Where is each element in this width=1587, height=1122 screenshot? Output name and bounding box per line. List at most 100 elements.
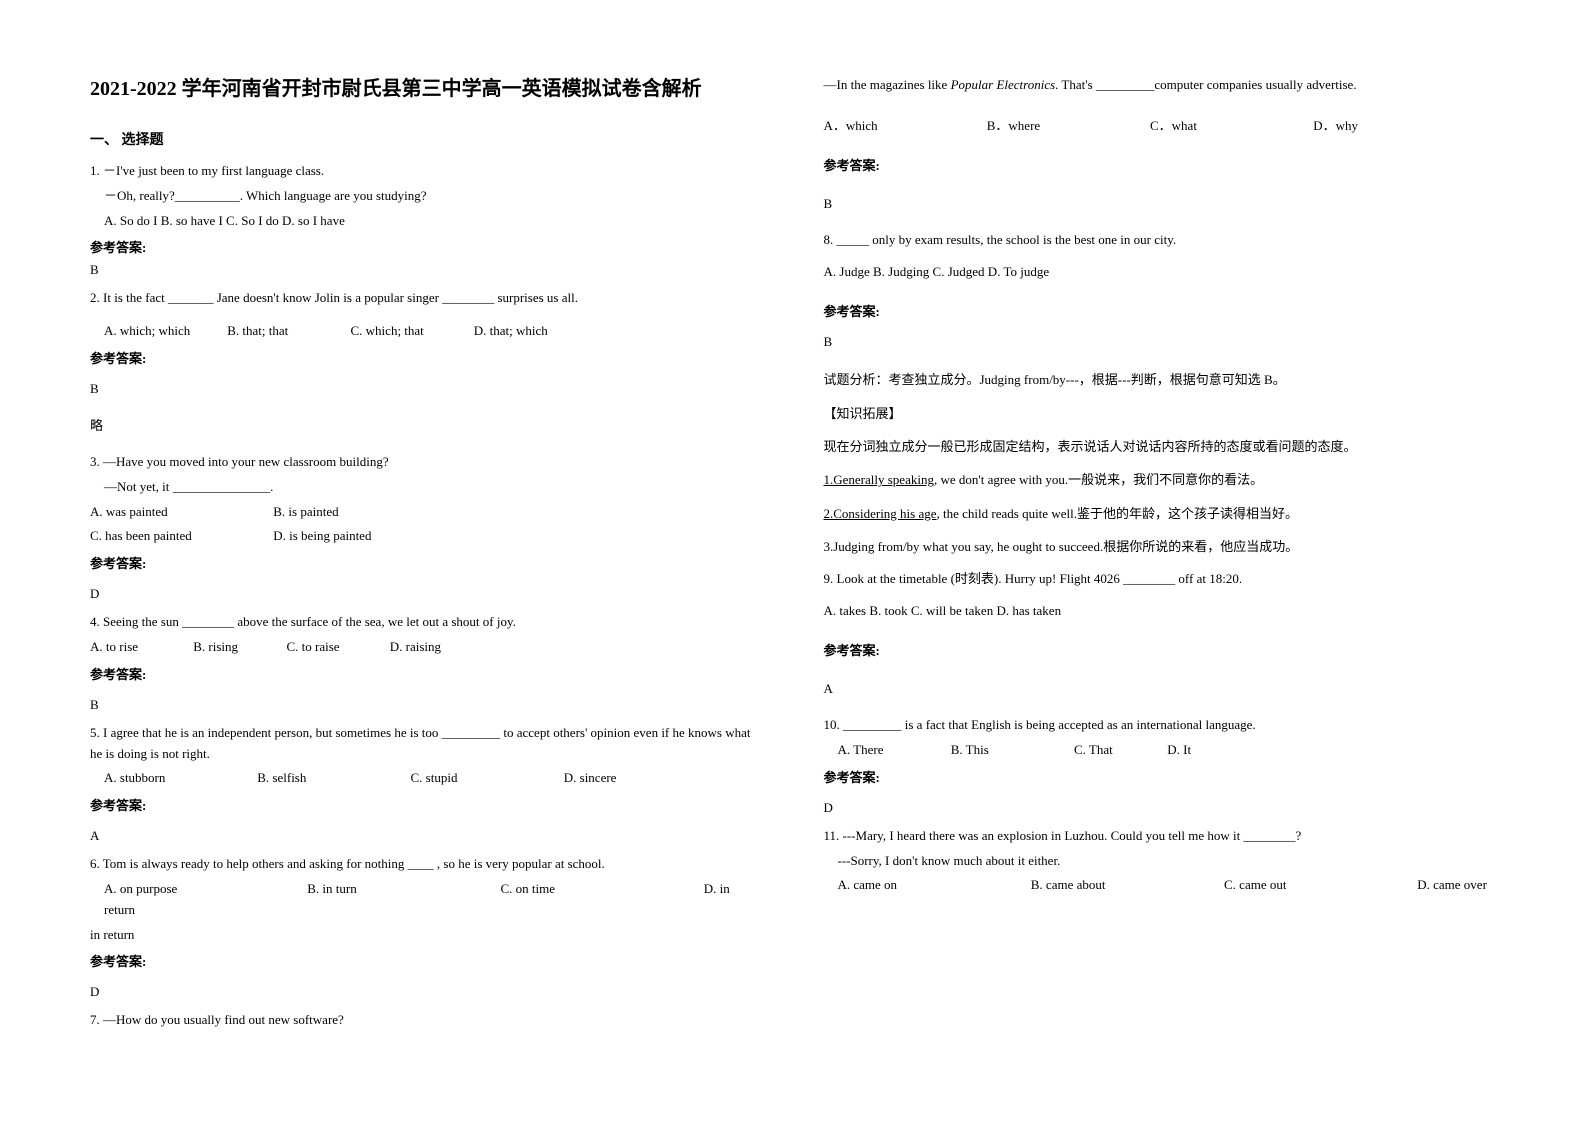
section-1-header: 一、 选择题	[90, 129, 764, 149]
right-column: —In the magazines like Popular Electroni…	[824, 75, 1498, 1047]
q2-options: A. which; which B. that; that C. which; …	[90, 321, 764, 342]
q2-note: 略	[90, 415, 764, 434]
question-11: 11. ---Mary, I heard there was an explos…	[824, 826, 1498, 900]
q7-answer-label: 参考答案:	[824, 155, 1498, 174]
q4-answer: B	[90, 697, 764, 713]
question-10: 10. _________ is a fact that English is …	[824, 715, 1498, 826]
q7-opt-a: A．which	[824, 116, 984, 137]
q4-opt-c: C. to raise	[287, 637, 387, 658]
q11-opt-a: A. came on	[838, 875, 1028, 896]
q7-opt-d: D．why	[1313, 118, 1358, 133]
q7-line2: —In the magazines like Popular Electroni…	[824, 75, 1498, 96]
q6-answer-label: 参考答案:	[90, 951, 764, 970]
q3-opt-a: A. was painted	[90, 502, 270, 523]
question-7-cont: —In the magazines like Popular Electroni…	[824, 75, 1498, 222]
q5-answer-label: 参考答案:	[90, 795, 764, 814]
q5-opt-d: D. sincere	[564, 770, 617, 785]
q11-options: A. came on B. came about C. came out D. …	[824, 875, 1498, 896]
q3-line1: 3. —Have you moved into your new classro…	[90, 452, 764, 473]
q5-answer: A	[90, 828, 764, 844]
q8-example-2: 2.Considering his age, the child reads q…	[824, 502, 1498, 525]
q1-options: A. So do I B. so have I C. So I do D. so…	[90, 211, 764, 232]
q11-line2: ---Sorry, I don't know much about it eit…	[824, 851, 1498, 872]
q8-answer-label: 参考答案:	[824, 301, 1498, 320]
q10-opt-d: D. It	[1167, 742, 1191, 757]
q10-opt-a: A. There	[838, 740, 948, 761]
q4-opt-a: A. to rise	[90, 637, 190, 658]
q3-opt-c: C. has been painted	[90, 526, 270, 547]
q8-ext-title: 【知识拓展】	[824, 402, 1498, 425]
q7-options: A．which B．where C．what D．why	[824, 116, 1498, 137]
q2-line1: 2. It is the fact _______ Jane doesn't k…	[90, 288, 764, 309]
q11-opt-b: B. came about	[1031, 875, 1221, 896]
q3-options-row1: A. was painted B. is painted	[90, 502, 764, 523]
q9-answer-label: 参考答案:	[824, 640, 1498, 659]
q7-line2-italic: Popular Electronics	[951, 77, 1056, 92]
q5-opt-b: B. selfish	[257, 768, 407, 789]
q7-opt-c: C．what	[1150, 116, 1310, 137]
q8-example-3: 3.Judging from/by what you say, he ought…	[824, 535, 1498, 558]
q2-answer-label: 参考答案:	[90, 348, 764, 367]
question-3: 3. —Have you moved into your new classro…	[90, 452, 764, 612]
q8-example-1: 1.Generally speaking, we don't agree wit…	[824, 468, 1498, 491]
q9-options: A. takes B. took C. will be taken D. has…	[824, 601, 1498, 622]
q6-in-return: in return	[90, 925, 764, 946]
q8-ex1-rest: , we don't agree with you.一般说来，我们不同意你的看法…	[934, 472, 1263, 487]
question-5: 5. I agree that he is an independent per…	[90, 723, 764, 854]
q6-options: A. on purpose B. in turn C. on time D. i…	[90, 879, 764, 921]
q11-line1: 11. ---Mary, I heard there was an explos…	[824, 826, 1498, 847]
q8-analysis: 试题分析：考查独立成分。Judging from/by---，根据---判断，根…	[824, 368, 1498, 391]
q6-answer: D	[90, 984, 764, 1000]
exam-title: 2021-2022 学年河南省开封市尉氏县第三中学高一英语模拟试卷含解析	[90, 75, 764, 103]
q6-opt-b: B. in turn	[307, 879, 497, 900]
question-6: 6. Tom is always ready to help others an…	[90, 854, 764, 1010]
q4-opt-b: B. rising	[193, 637, 283, 658]
q4-opt-d: D. raising	[390, 639, 441, 654]
q2-opt-b: B. that; that	[227, 321, 347, 342]
q5-line1: 5. I agree that he is an independent per…	[90, 723, 764, 765]
q1-answer-label: 参考答案:	[90, 237, 764, 256]
q1-line1: 1. －I've just been to my first language …	[90, 161, 764, 182]
question-1: 1. －I've just been to my first language …	[90, 161, 764, 288]
q1-answer: B	[90, 262, 764, 278]
q8-ext-intro: 现在分词独立成分一般已形成固定结构，表示说话人对说话内容所持的态度或看问题的态度…	[824, 435, 1498, 458]
q1-line2: －Oh, really?__________. Which language a…	[90, 186, 764, 207]
q3-opt-d: D. is being painted	[273, 528, 371, 543]
q8-ex2-underline: 2.Considering his age	[824, 506, 937, 521]
q10-line1: 10. _________ is a fact that English is …	[824, 715, 1498, 736]
q3-options-row2: C. has been painted D. is being painted	[90, 526, 764, 547]
q3-line2: —Not yet, it _______________.	[90, 477, 764, 498]
q8-answer: B	[824, 334, 1498, 350]
q10-answer: D	[824, 800, 1498, 816]
q9-line1: 9. Look at the timetable (时刻表). Hurry up…	[824, 569, 1498, 590]
q8-line1: 8. _____ only by exam results, the schoo…	[824, 230, 1498, 251]
q5-opt-a: A. stubborn	[104, 768, 254, 789]
q2-opt-d: D. that; which	[474, 323, 548, 338]
question-7-start: 7. —How do you usually find out new soft…	[90, 1010, 764, 1035]
q2-opt-a: A. which; which	[104, 321, 224, 342]
q6-line1: 6. Tom is always ready to help others an…	[90, 854, 764, 875]
q6-opt-a: A. on purpose	[104, 879, 304, 900]
q3-answer-label: 参考答案:	[90, 553, 764, 572]
left-column: 2021-2022 学年河南省开封市尉氏县第三中学高一英语模拟试卷含解析 一、 …	[90, 75, 764, 1047]
q5-options: A. stubborn B. selfish C. stupid D. sinc…	[90, 768, 764, 789]
q4-line1: 4. Seeing the sun ________ above the sur…	[90, 612, 764, 633]
q10-options: A. There B. This C. That D. It	[824, 740, 1498, 761]
q6-opt-c: C. on time	[501, 879, 701, 900]
q5-opt-c: C. stupid	[411, 768, 561, 789]
q7-line2-post: . That's _________computer companies usu…	[1055, 77, 1356, 92]
q7-answer: B	[824, 196, 1498, 212]
question-8: 8. _____ only by exam results, the schoo…	[824, 230, 1498, 569]
q9-answer: A	[824, 681, 1498, 697]
q4-options: A. to rise B. rising C. to raise D. rais…	[90, 637, 764, 658]
q11-opt-c: C. came out	[1224, 875, 1414, 896]
q3-answer: D	[90, 586, 764, 602]
q10-answer-label: 参考答案:	[824, 767, 1498, 786]
q2-opt-c: C. which; that	[351, 321, 471, 342]
q7-line1: 7. —How do you usually find out new soft…	[90, 1010, 764, 1031]
q11-opt-d: D. came over	[1417, 877, 1487, 892]
q7-line2-pre: —In the magazines like	[824, 77, 951, 92]
q8-options: A. Judge B. Judging C. Judged D. To judg…	[824, 262, 1498, 283]
q3-opt-b: B. is painted	[273, 504, 338, 519]
question-2: 2. It is the fact _______ Jane doesn't k…	[90, 288, 764, 444]
